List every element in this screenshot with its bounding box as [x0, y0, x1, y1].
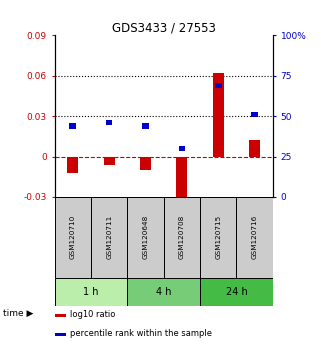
Title: GDS3433 / 27553: GDS3433 / 27553 — [112, 21, 216, 34]
Text: 1 h: 1 h — [83, 287, 99, 297]
Bar — [140, 156, 151, 170]
Bar — [142, 123, 149, 129]
Text: 24 h: 24 h — [226, 287, 247, 297]
Bar — [215, 83, 221, 88]
Text: GSM120710: GSM120710 — [70, 215, 76, 259]
Text: GSM120708: GSM120708 — [179, 215, 185, 259]
Text: time ▶: time ▶ — [3, 309, 34, 318]
Bar — [127, 278, 200, 306]
Bar — [164, 197, 200, 278]
Bar — [67, 156, 78, 173]
Bar — [177, 156, 187, 217]
Text: 4 h: 4 h — [156, 287, 171, 297]
Bar — [69, 123, 76, 129]
Bar — [213, 73, 224, 156]
Text: percentile rank within the sample: percentile rank within the sample — [70, 329, 212, 338]
Bar — [200, 278, 273, 306]
Bar — [249, 141, 260, 156]
Bar — [178, 146, 185, 151]
Text: GSM120711: GSM120711 — [106, 215, 112, 259]
Bar — [55, 278, 127, 306]
Text: log10 ratio: log10 ratio — [70, 310, 115, 319]
Bar — [91, 197, 127, 278]
Text: GSM120716: GSM120716 — [252, 215, 258, 259]
Bar — [127, 197, 164, 278]
Text: GSM120648: GSM120648 — [143, 215, 149, 259]
Bar — [55, 314, 66, 317]
Bar — [200, 197, 237, 278]
Bar — [104, 156, 115, 165]
Bar — [106, 120, 112, 125]
Bar — [55, 197, 91, 278]
Bar — [251, 112, 258, 117]
Bar — [237, 197, 273, 278]
Text: GSM120715: GSM120715 — [215, 215, 221, 259]
Bar — [55, 333, 66, 336]
